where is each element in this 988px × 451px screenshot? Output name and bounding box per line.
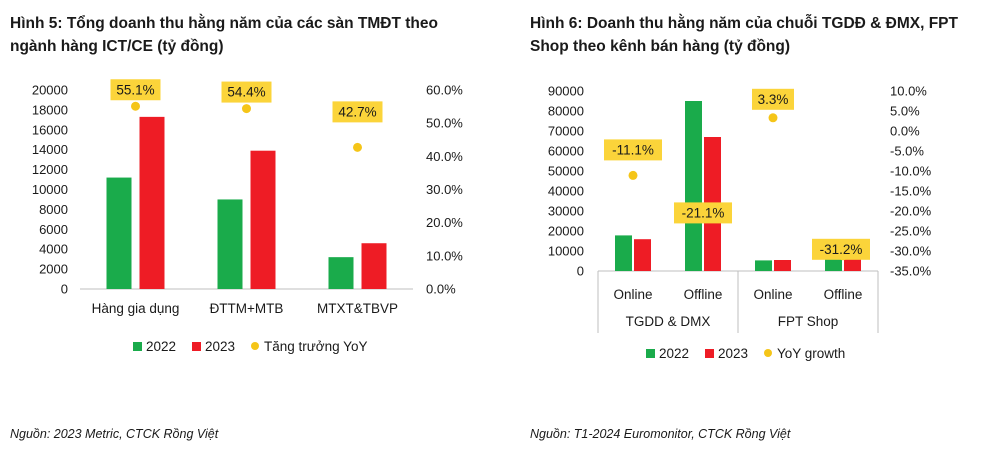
y-tick-label-left: 4000 xyxy=(39,242,68,257)
y-tick-label-left: 0 xyxy=(577,264,584,279)
growth-point xyxy=(242,104,251,114)
x-category-label: Offline xyxy=(684,287,723,302)
growth-label-box xyxy=(110,79,161,101)
y-tick-label-left: 30000 xyxy=(548,204,584,219)
y-tick-label-right: 30.0% xyxy=(426,182,463,197)
y-tick-label-right: -25.0% xyxy=(890,224,932,239)
bar-2023 xyxy=(361,243,387,289)
legend-label: YoY growth xyxy=(777,346,845,361)
y-tick-label-left: 16000 xyxy=(32,122,68,137)
x-group-label: FPT Shop xyxy=(778,314,839,329)
chart-retail-channels: 0 10000 20000 30000 40000 50000 60000 70000 8000… xyxy=(548,84,932,362)
y-tick-label-right: -15.0% xyxy=(890,184,932,199)
x-category-label: Offline xyxy=(824,287,863,302)
growth-point xyxy=(628,170,638,180)
legend-label: 2022 xyxy=(659,346,689,361)
bar-2022 xyxy=(217,199,243,289)
bar-2022 xyxy=(615,235,632,271)
x-category-label: Hàng gia dụng xyxy=(92,301,180,316)
legend-swatch-2022 xyxy=(646,349,655,358)
growth-label-box xyxy=(221,81,272,103)
bar-2023 xyxy=(774,260,791,271)
chart-panel-ict-ce: Hình 5: Tổng doanh thu hằng năm của các … xyxy=(0,0,470,451)
y-tick-label-left: 40000 xyxy=(548,184,584,199)
bar-2022 xyxy=(328,257,354,289)
y-tick-label-right: 10.0% xyxy=(890,84,927,99)
y-tick-label-right: -5.0% xyxy=(890,144,924,159)
growth-label-box xyxy=(812,238,870,260)
bar-2022 xyxy=(755,260,772,271)
y-tick-label-right: 0.0% xyxy=(890,124,920,139)
growth-label: -11.1% xyxy=(612,142,654,157)
y-tick-label-right: 0.0% xyxy=(426,282,456,297)
x-category-label: MTXT&TBVP xyxy=(317,301,398,316)
growth-label: -21.1% xyxy=(682,205,725,220)
y-tick-label-right: 5.0% xyxy=(890,104,920,119)
y-tick-label-right: -10.0% xyxy=(890,164,932,179)
y-tick-label-right: 10.0% xyxy=(426,248,463,263)
y-tick-label-left: 18000 xyxy=(32,102,68,117)
y-tick-label-right: -20.0% xyxy=(890,204,932,219)
growth-point xyxy=(131,101,140,111)
y-tick-label-left: 20000 xyxy=(548,224,584,239)
legend-swatch-growth xyxy=(251,342,259,350)
y-tick-label-left: 2000 xyxy=(39,262,68,277)
growth-label-box xyxy=(674,202,732,224)
legend-swatch-growth xyxy=(764,349,772,357)
y-tick-label-left: 50000 xyxy=(548,164,584,179)
growth-label-box xyxy=(752,88,794,110)
chart-source: Nguồn: T1-2024 Euromonitor, CTCK Rồng Vi… xyxy=(530,427,791,441)
y-tick-label-left: 10000 xyxy=(32,182,68,197)
legend-label: 2023 xyxy=(718,346,748,361)
chart-title: Hình 5: Tổng doanh thu hằng năm của các … xyxy=(10,15,438,55)
y-tick-label-left: 10000 xyxy=(548,244,584,259)
legend-label: 2022 xyxy=(146,339,176,354)
legend-swatch-2023 xyxy=(705,349,714,358)
y-tick-label-left: 0 xyxy=(61,282,68,297)
bar-2023 xyxy=(139,116,165,290)
legend-label: Tăng trưởng YoY xyxy=(264,339,367,354)
growth-label-box xyxy=(604,139,662,161)
y-tick-label-right: 60.0% xyxy=(426,83,463,98)
y-tick-label-left: 60000 xyxy=(548,144,584,159)
y-tick-label-left: 70000 xyxy=(548,124,584,139)
x-group-label: TGDD & DMX xyxy=(626,314,711,329)
growth-label: 55.1% xyxy=(116,82,154,97)
growth-label: 3.3% xyxy=(758,92,789,107)
chart-panel-retail-channels: Hình 6: Doanh thu hằng năm của chuỗi TGD… xyxy=(530,0,988,451)
bar-2023 xyxy=(634,239,651,271)
growth-label: 42.7% xyxy=(338,104,376,119)
y-tick-label-right: -30.0% xyxy=(890,244,932,259)
y-tick-label-left: 6000 xyxy=(39,222,68,237)
y-tick-label-left: 12000 xyxy=(32,162,68,177)
y-tick-label-right: -35.0% xyxy=(890,264,932,279)
chart-title: Hình 6: Doanh thu hằng năm của chuỗi TGD… xyxy=(530,15,958,55)
y-tick-label-left: 14000 xyxy=(32,142,68,157)
legend-swatch-2022 xyxy=(133,342,142,351)
chart-ict-ce: 0 2000 4000 6000 8000 10000 12000 14000 16000 180… xyxy=(32,79,463,354)
y-tick-label-right: 20.0% xyxy=(426,215,463,230)
growth-label-box xyxy=(332,101,383,123)
legend-label: 2023 xyxy=(205,339,235,354)
y-tick-label-right: 40.0% xyxy=(426,149,463,164)
x-category-label: Online xyxy=(613,287,652,302)
growth-label: -31.2% xyxy=(820,242,863,257)
y-tick-label-right: 50.0% xyxy=(426,116,463,131)
y-tick-label-left: 90000 xyxy=(548,84,584,99)
bar-2022 xyxy=(106,177,132,289)
y-tick-label-left: 20000 xyxy=(32,83,68,98)
y-tick-label-left: 80000 xyxy=(548,104,584,119)
growth-point xyxy=(768,113,778,123)
growth-label: 54.4% xyxy=(227,85,265,100)
bar-2022 xyxy=(685,101,702,271)
x-category-label: ĐTTM+MTB xyxy=(210,301,284,316)
growth-point xyxy=(353,142,362,152)
legend-swatch-2023 xyxy=(192,342,201,351)
bar-2023 xyxy=(250,150,276,289)
x-category-label: Online xyxy=(753,287,792,302)
y-tick-label-left: 8000 xyxy=(39,202,68,217)
chart-source: Nguồn: 2023 Metric, CTCK Rồng Việt xyxy=(10,427,219,441)
